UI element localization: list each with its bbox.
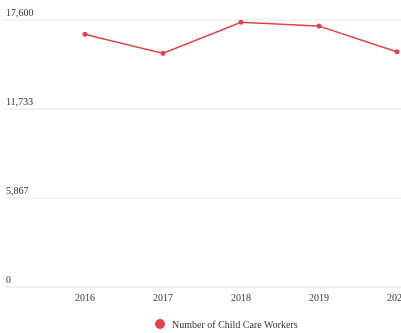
series-line bbox=[84, 21, 398, 55]
x-tick-label: 2020 bbox=[387, 293, 401, 304]
y-axis-ticks: 0 5,867 11,733 17,600 bbox=[6, 8, 34, 286]
y-tick-label: 11,733 bbox=[6, 97, 33, 108]
data-point[interactable] bbox=[316, 23, 322, 29]
series-group bbox=[82, 19, 400, 56]
x-tick-label: 2018 bbox=[231, 293, 251, 304]
y-tick-label: 0 bbox=[6, 275, 11, 286]
grid-lines bbox=[5, 19, 401, 288]
y-tick-label: 5,867 bbox=[6, 186, 29, 197]
x-axis-ticks: 2016 2017 2018 2019 2020 bbox=[75, 293, 401, 304]
data-point[interactable] bbox=[238, 19, 244, 25]
legend[interactable]: Number of Child Care Workers bbox=[155, 319, 298, 331]
data-point[interactable] bbox=[160, 50, 166, 56]
x-tick-label: 2017 bbox=[153, 293, 173, 304]
y-tick-label: 17,600 bbox=[6, 8, 34, 19]
x-tick-label: 2016 bbox=[75, 293, 95, 304]
data-point[interactable] bbox=[82, 31, 88, 37]
legend-marker bbox=[155, 319, 165, 329]
legend-label: Number of Child Care Workers bbox=[172, 320, 298, 331]
x-tick-label: 2019 bbox=[309, 293, 329, 304]
data-point[interactable] bbox=[394, 49, 400, 55]
